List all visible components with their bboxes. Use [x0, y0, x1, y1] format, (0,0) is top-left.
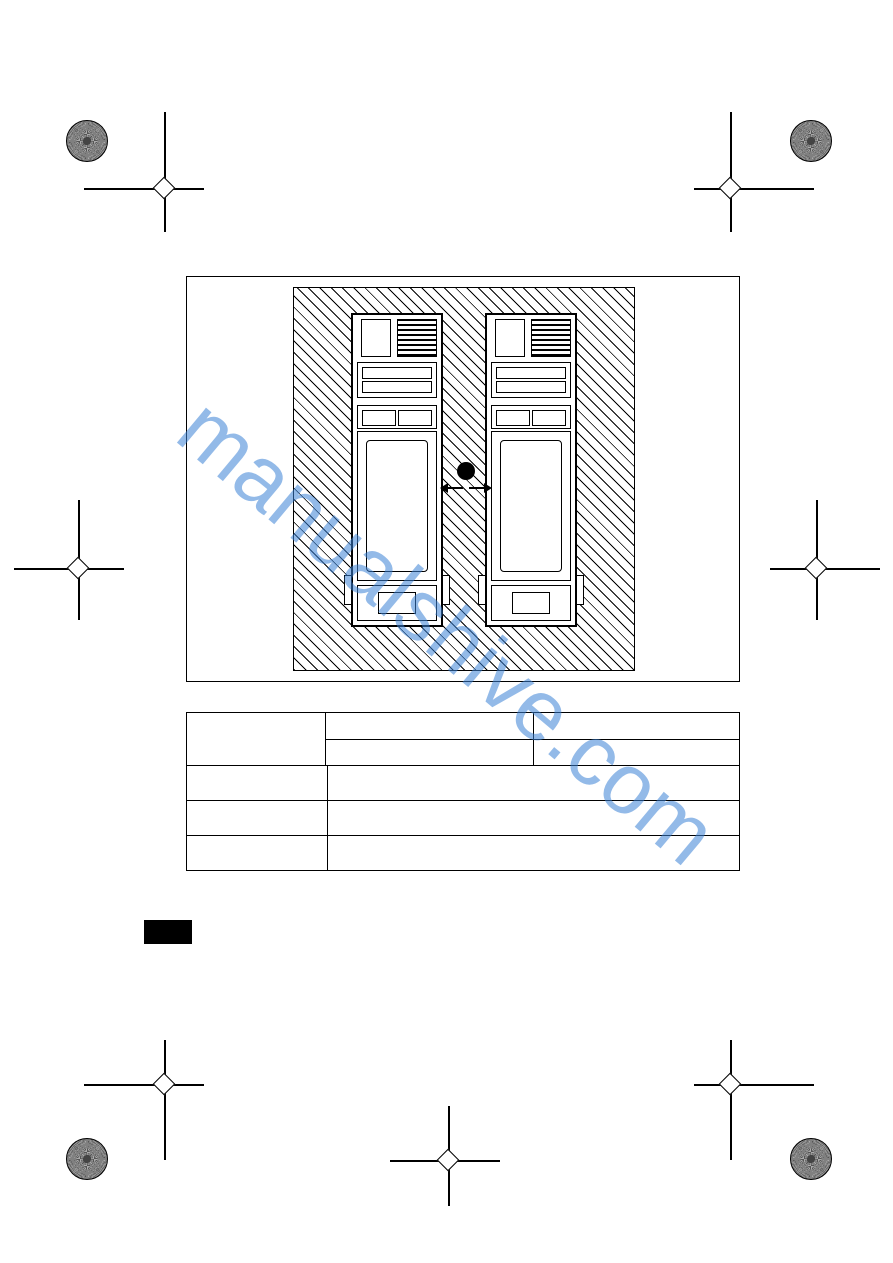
- table-row: [187, 713, 739, 765]
- callout-dot: [457, 462, 475, 480]
- table-cell: [533, 713, 740, 739]
- arrow-head-left-icon: [440, 483, 448, 493]
- table-row: [187, 835, 739, 870]
- section-marker-bar: [144, 920, 192, 944]
- table-cell: [187, 713, 325, 765]
- table-cell: [326, 713, 533, 739]
- device-left: [351, 313, 443, 627]
- spec-table: [186, 712, 740, 871]
- table-cell: [327, 836, 740, 870]
- figure-frame: [186, 276, 740, 682]
- table-row: [187, 765, 739, 800]
- table-cell: [327, 801, 740, 835]
- device-right: [485, 313, 577, 627]
- table-cell: [187, 766, 327, 800]
- table-cell: [187, 801, 327, 835]
- table-cell: [533, 740, 740, 766]
- page-root: manualshive.com: [0, 0, 893, 1263]
- table-row: [187, 800, 739, 835]
- arrow-head-right-icon: [484, 483, 492, 493]
- table-cell: [187, 836, 327, 870]
- table-cell: [326, 740, 533, 766]
- table-cell: [327, 766, 740, 800]
